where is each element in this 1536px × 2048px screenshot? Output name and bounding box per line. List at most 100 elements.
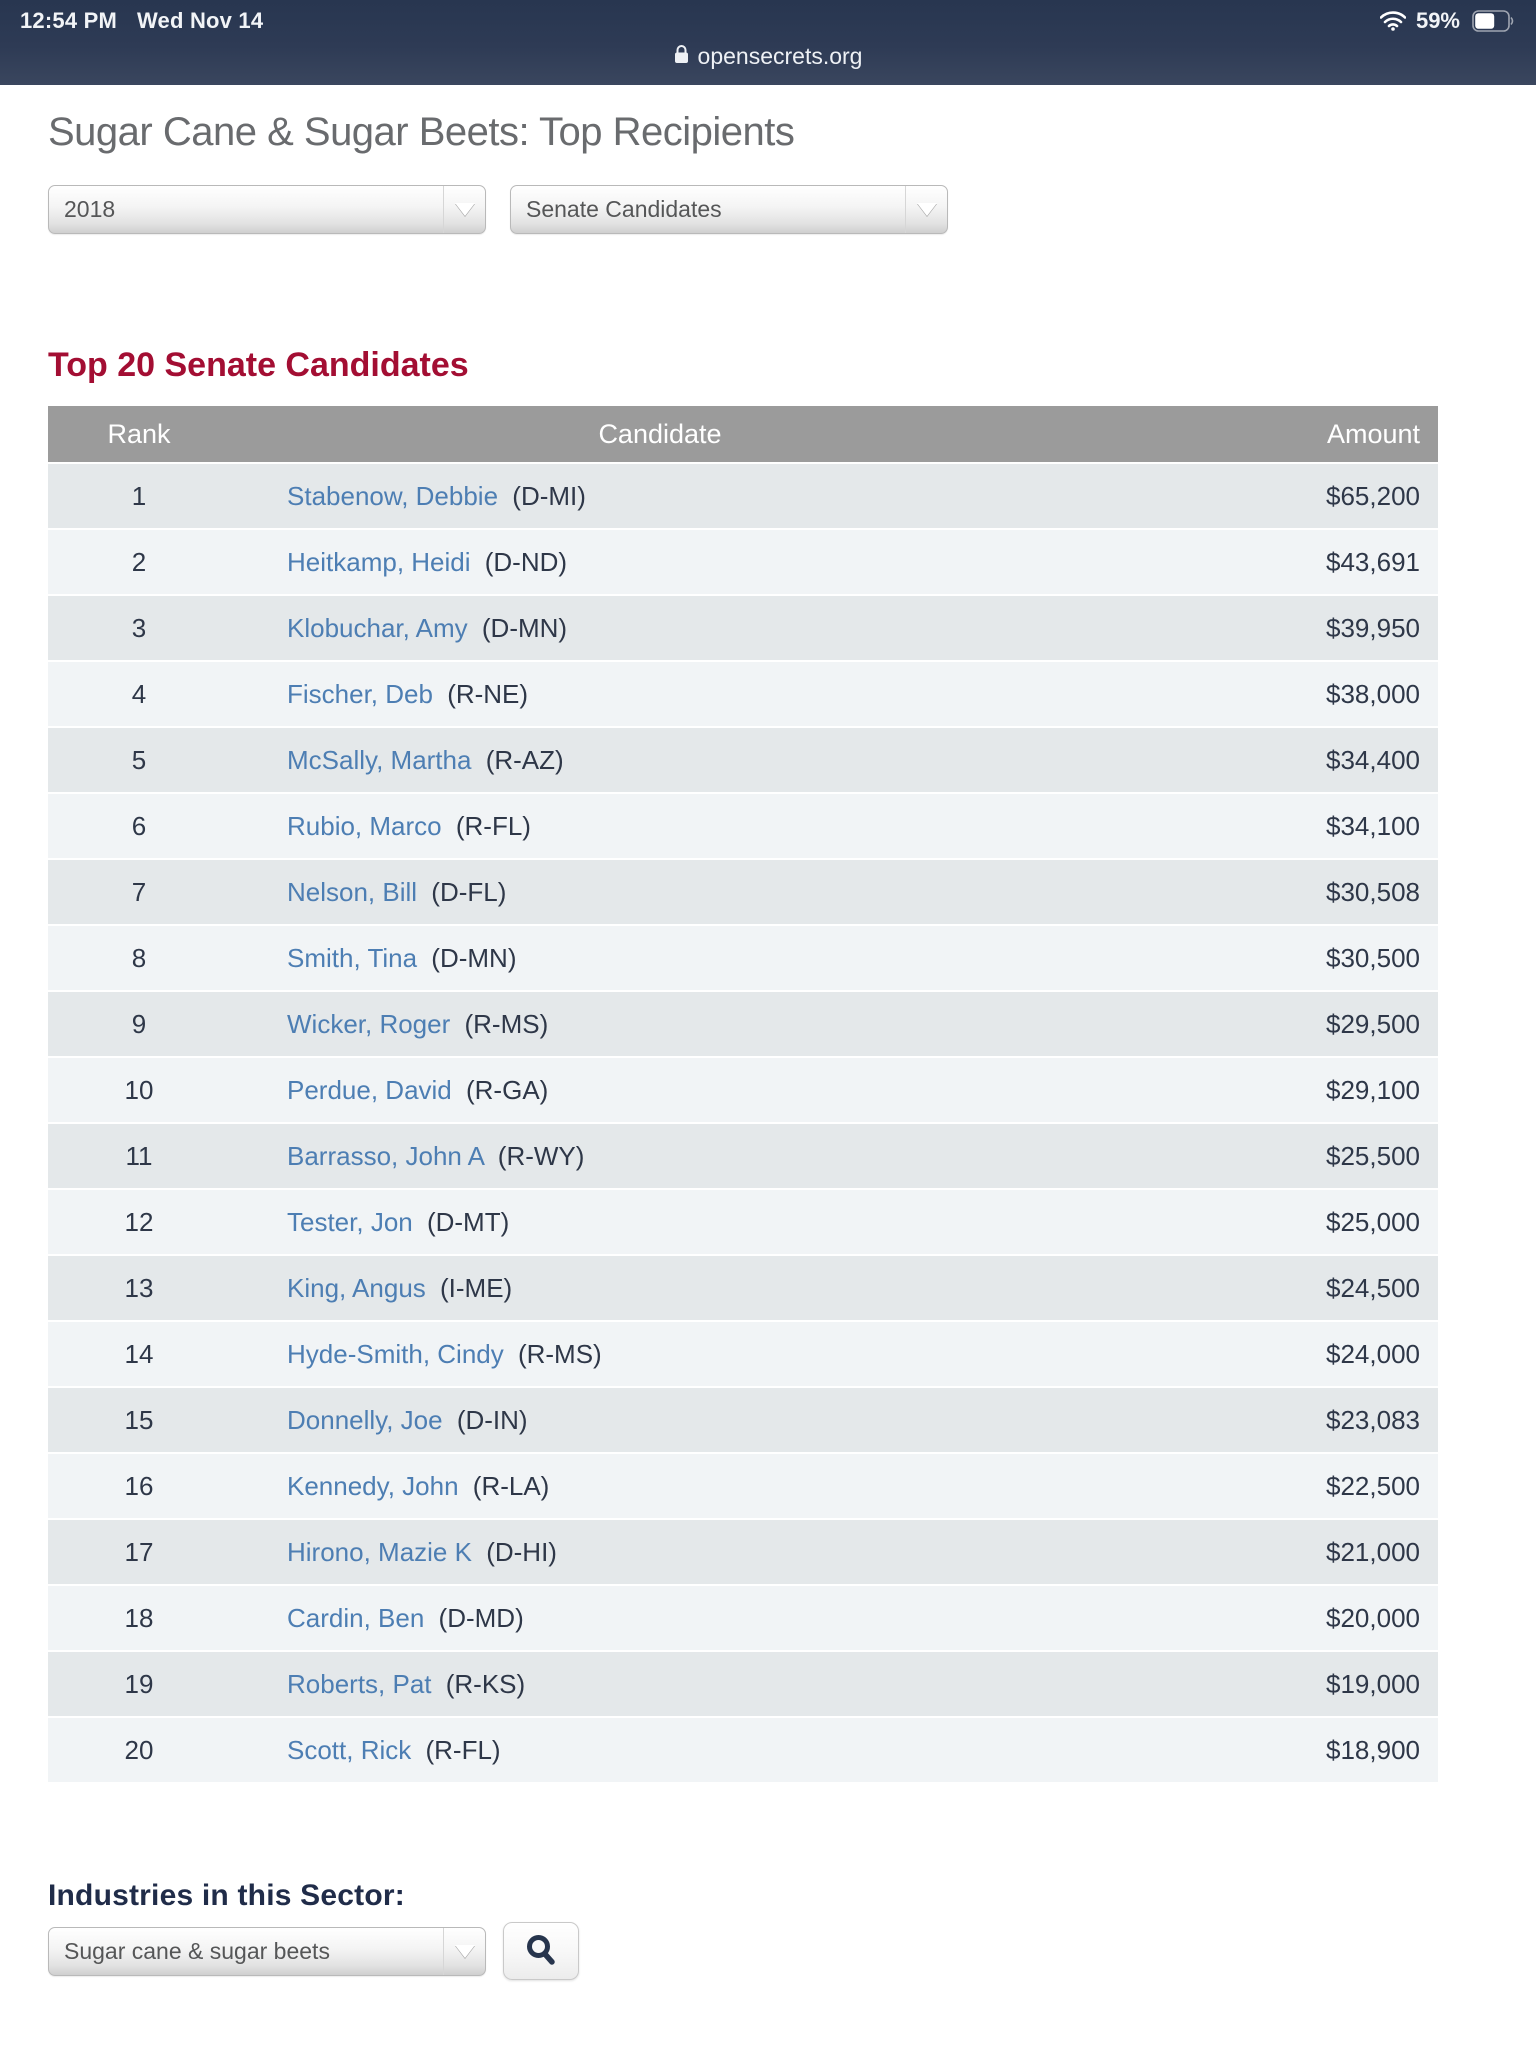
candidate-cell: Fischer, Deb (R-NE) xyxy=(230,661,1090,728)
candidate-link[interactable]: Wicker, Roger xyxy=(287,1008,451,1039)
column-header-amount: Amount xyxy=(1090,406,1438,464)
candidate-link[interactable]: Cardin, Ben xyxy=(287,1602,425,1633)
industries-controls: Sugar cane & sugar beets xyxy=(48,1922,1488,1980)
candidate-link[interactable]: Hyde-Smith, Cindy xyxy=(287,1338,504,1369)
table-row: 14 Hyde-Smith, Cindy (R-MS) $24,000 xyxy=(48,1321,1438,1388)
candidate-link[interactable]: Scott, Rick xyxy=(287,1734,412,1765)
rank-cell: 12 xyxy=(48,1189,230,1256)
candidate-link[interactable]: Fischer, Deb xyxy=(287,678,433,709)
candidate-party: (R-LA) xyxy=(472,1470,550,1501)
industries-label: Industries in this Sector: xyxy=(48,1879,405,1912)
candidate-party: (R-MS) xyxy=(464,1008,549,1039)
candidate-cell: Wicker, Roger (R-MS) xyxy=(230,991,1090,1058)
candidate-link[interactable]: Perdue, David xyxy=(287,1074,452,1105)
amount-cell: $30,508 xyxy=(1090,859,1438,926)
rank-cell: 6 xyxy=(48,793,230,860)
candidate-cell: Donnelly, Joe (D-IN) xyxy=(230,1387,1090,1454)
candidate-party: (R-FL) xyxy=(425,1734,501,1765)
chevron-down-icon xyxy=(454,1944,475,1958)
table-row: 4 Fischer, Deb (R-NE) $38,000 xyxy=(48,661,1438,728)
candidate-cell: Cardin, Ben (D-MD) xyxy=(230,1585,1090,1652)
candidate-link[interactable]: Roberts, Pat xyxy=(287,1668,432,1699)
candidate-link[interactable]: McSally, Martha xyxy=(287,744,472,775)
candidate-party: (R-KS) xyxy=(445,1668,526,1699)
amount-cell: $65,200 xyxy=(1090,463,1438,530)
candidate-cell: Tester, Jon (D-MT) xyxy=(230,1189,1090,1256)
candidate-party: (D-IN) xyxy=(456,1404,528,1435)
url-bar[interactable]: opensecrets.org xyxy=(0,34,1536,78)
industry-select[interactable]: Sugar cane & sugar beets xyxy=(48,1926,486,1976)
clock-date: Wed Nov 14 xyxy=(136,8,264,33)
cycle-select[interactable]: 2018 xyxy=(48,185,486,234)
amount-cell: $19,000 xyxy=(1090,1651,1438,1718)
status-left: 12:54 PM Wed Nov 14 xyxy=(20,8,263,34)
candidate-link[interactable]: Smith, Tina xyxy=(287,942,418,973)
candidate-link[interactable]: King, Angus xyxy=(287,1272,426,1303)
rank-cell: 18 xyxy=(48,1585,230,1652)
candidate-cell: Smith, Tina (D-MN) xyxy=(230,925,1090,992)
candidate-cell: Scott, Rick (R-FL) xyxy=(230,1717,1090,1784)
candidate-party: (R-WY) xyxy=(497,1140,585,1171)
rank-cell: 3 xyxy=(48,595,230,662)
table-row: 1 Stabenow, Debbie (D-MI) $65,200 xyxy=(48,463,1438,530)
candidate-party: (D-MN) xyxy=(481,612,568,643)
candidate-cell: Hirono, Mazie K (D-HI) xyxy=(230,1519,1090,1586)
column-header-rank: Rank xyxy=(48,406,230,464)
candidate-cell: Perdue, David (R-GA) xyxy=(230,1057,1090,1124)
rank-cell: 5 xyxy=(48,727,230,794)
table-row: 5 McSally, Martha (R-AZ) $34,400 xyxy=(48,727,1438,794)
candidate-link[interactable]: Stabenow, Debbie xyxy=(287,480,499,511)
candidate-cell: McSally, Martha (R-AZ) xyxy=(230,727,1090,794)
candidate-party: (D-MT) xyxy=(426,1206,510,1237)
candidate-cell: Stabenow, Debbie (D-MI) xyxy=(230,463,1090,530)
table-row: 8 Smith, Tina (D-MN) $30,500 xyxy=(48,925,1438,992)
battery-icon xyxy=(1472,10,1514,32)
candidate-link[interactable]: Nelson, Bill xyxy=(287,876,418,907)
amount-cell: $24,000 xyxy=(1090,1321,1438,1388)
url-domain: opensecrets.org xyxy=(697,42,863,69)
candidate-cell: Klobuchar, Amy (D-MN) xyxy=(230,595,1090,662)
candidate-link[interactable]: Donnelly, Joe xyxy=(287,1404,443,1435)
candidate-link[interactable]: Hirono, Mazie K xyxy=(287,1536,472,1567)
amount-cell: $22,500 xyxy=(1090,1453,1438,1520)
candidate-cell: King, Angus (I-ME) xyxy=(230,1255,1090,1322)
candidate-party: (D-HI) xyxy=(486,1536,557,1567)
amount-cell: $38,000 xyxy=(1090,661,1438,728)
clock-time: 12:54 PM xyxy=(20,8,117,33)
amount-cell: $39,950 xyxy=(1090,595,1438,662)
search-button[interactable] xyxy=(503,1922,579,1980)
table-row: 12 Tester, Jon (D-MT) $25,000 xyxy=(48,1189,1438,1256)
table-row: 11 Barrasso, John A (R-WY) $25,500 xyxy=(48,1123,1438,1190)
amount-cell: $18,900 xyxy=(1090,1717,1438,1784)
table-row: 20 Scott, Rick (R-FL) $18,900 xyxy=(48,1717,1438,1784)
category-select-arrow-zone xyxy=(905,186,947,233)
page-title: Sugar Cane & Sugar Beets: Top Recipients xyxy=(48,110,795,154)
cycle-select-arrow-zone xyxy=(443,186,485,233)
industry-select-arrow-zone xyxy=(443,1927,485,1975)
candidate-cell: Barrasso, John A (R-WY) xyxy=(230,1123,1090,1190)
rank-cell: 16 xyxy=(48,1453,230,1520)
industries-section: Industries in this Sector: Sugar cane & … xyxy=(48,1879,1488,1980)
candidate-link[interactable]: Rubio, Marco xyxy=(287,810,442,841)
rank-cell: 8 xyxy=(48,925,230,992)
candidate-link[interactable]: Barrasso, John A xyxy=(287,1140,484,1171)
candidate-link[interactable]: Heitkamp, Heidi xyxy=(287,546,471,577)
amount-cell: $25,000 xyxy=(1090,1189,1438,1256)
candidate-party: (R-GA) xyxy=(466,1074,549,1105)
status-right: 59% xyxy=(1379,8,1514,34)
category-select[interactable]: Senate Candidates xyxy=(510,185,948,234)
candidate-link[interactable]: Kennedy, John xyxy=(287,1470,459,1501)
status-bar: 12:54 PM Wed Nov 14 59% xyxy=(0,0,1536,34)
amount-cell: $34,100 xyxy=(1090,793,1438,860)
table-row: 9 Wicker, Roger (R-MS) $29,500 xyxy=(48,991,1438,1058)
category-select-value: Senate Candidates xyxy=(526,196,722,222)
rank-cell: 17 xyxy=(48,1519,230,1586)
candidate-link[interactable]: Klobuchar, Amy xyxy=(287,612,468,643)
candidate-cell: Nelson, Bill (D-FL) xyxy=(230,859,1090,926)
candidate-link[interactable]: Tester, Jon xyxy=(287,1206,413,1237)
table-row: 6 Rubio, Marco (R-FL) $34,100 xyxy=(48,793,1438,860)
candidate-party: (D-MI) xyxy=(512,480,586,511)
filter-row: 2018 Senate Candidates xyxy=(48,185,1488,234)
table-row: 19 Roberts, Pat (R-KS) $19,000 xyxy=(48,1651,1438,1718)
column-header-candidate: Candidate xyxy=(230,406,1090,464)
